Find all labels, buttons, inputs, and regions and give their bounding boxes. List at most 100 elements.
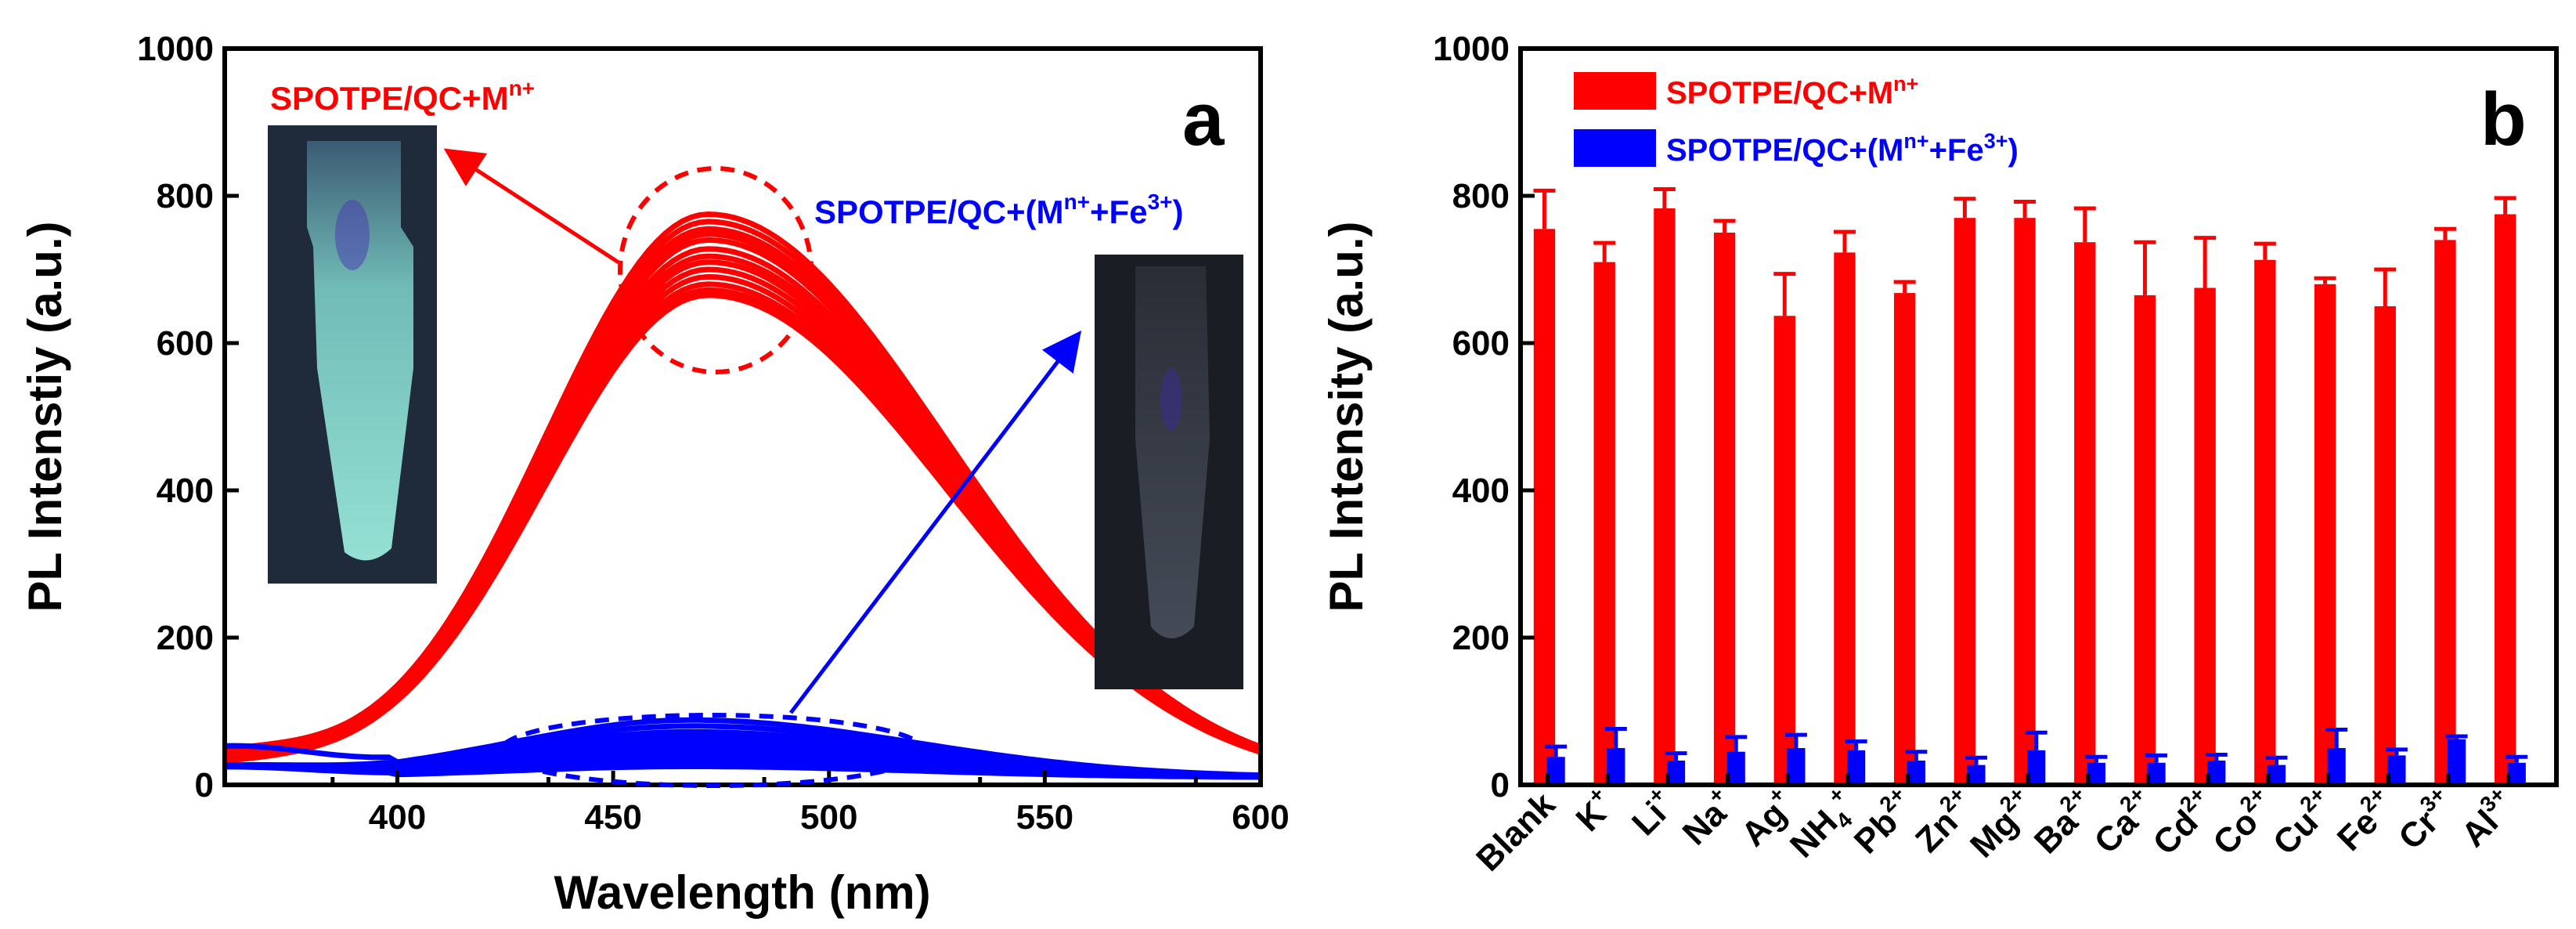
red-emission-curve (224, 292, 1262, 765)
svg-text:Co2+: Co2+ (2203, 782, 2283, 862)
bar-blue (1847, 750, 1866, 785)
bar-blue (2327, 748, 2346, 785)
bar-red (1893, 293, 1916, 786)
svg-text:Al3+: Al3+ (2451, 782, 2524, 855)
bar-blue (2027, 750, 2046, 785)
panel-a-ytick-label: 800 (157, 177, 214, 215)
bar-red (1834, 252, 1856, 785)
bar-red (1593, 262, 1615, 786)
legend-red-swatch (1574, 72, 1656, 110)
bar-blue (1726, 751, 1745, 785)
svg-text:Blank: Blank (1469, 785, 1563, 879)
bar-blue (1787, 748, 1806, 785)
svg-text:Na+: Na+ (1672, 782, 1742, 852)
panel-b-xtick-label: Fe2+ (2327, 782, 2404, 859)
panel-a-xtick-label: 550 (1016, 798, 1073, 837)
panel-b-xtick-label: Cr3+ (2388, 782, 2463, 857)
panel-b-xtick-label: K+ (1565, 782, 1622, 839)
blue-peak-highlight (499, 713, 926, 788)
svg-text:Mg2+: Mg2+ (1960, 782, 2043, 865)
panel-a-ylabel: PL Intenstiy (a.u.) (19, 222, 71, 613)
panel-b-xtick-label: Na+ (1672, 782, 1742, 852)
panel-b-ytick-label: 800 (1452, 177, 1510, 215)
svg-text:Zn2+: Zn2+ (1905, 782, 1983, 859)
panel-b-xtick-label: Mg2+ (1960, 782, 2043, 865)
svg-text:Li+: Li+ (1622, 782, 1683, 843)
panel-b-xtick-label: NH4+ (1783, 782, 1857, 865)
bright-vial-photo (268, 125, 437, 584)
svg-text:Pb2+: Pb2+ (1844, 782, 1923, 861)
red-peak-highlight (618, 166, 814, 374)
quenched-vial-photo (1095, 255, 1243, 689)
panel-b-frame (1518, 46, 2559, 787)
panel-a-xtick-label: 500 (800, 798, 857, 837)
bar-red (1713, 233, 1736, 785)
bar-blue (2267, 765, 2286, 785)
red-annotation: SPOTPE/QC+Mn+ (270, 76, 535, 117)
bar-red (2134, 295, 2156, 785)
panel-a-curves (224, 211, 1262, 780)
bar-red (1773, 316, 1795, 786)
panel-a-ytick-label: 600 (157, 324, 214, 363)
panel-b-xtick-label: Al3+ (2451, 782, 2524, 855)
svg-text:Cu2+: Cu2+ (2263, 782, 2343, 862)
bar-red (2194, 287, 2216, 785)
svg-text:Ba2+: Ba2+ (2024, 782, 2103, 861)
bar-blue (1666, 760, 1686, 785)
bar-blue (1607, 748, 1625, 785)
svg-text:Cr3+: Cr3+ (2388, 782, 2463, 857)
bar-blue (1967, 765, 1986, 785)
panel-a-xtick-label: 600 (1232, 798, 1289, 837)
bar-red (2314, 284, 2336, 785)
panel-a-line-chart: 0 200 400 600 800 1000 400 450 500 550 600 SPOTPE/… (19, 30, 1290, 919)
svg-text:Cd2+: Cd2+ (2142, 782, 2223, 862)
blue-annotation: SPOTPE/QC+(Mn++Fe3+) (814, 190, 1184, 230)
panel-b-xtick-label: Cd2+ (2142, 782, 2223, 862)
bar-blue (2207, 760, 2226, 785)
panel-b-xtick-label: Zn2+ (1905, 782, 1983, 859)
bar-blue (2147, 762, 2166, 785)
bar-red (2494, 214, 2516, 785)
panel-a-ytick-label: 1000 (137, 30, 214, 68)
panel-b-legend: SPOTPE/QC+Mn+ SPOTPE/QC+(Mn++Fe3+) (1574, 72, 2019, 168)
red-arrow (443, 148, 620, 265)
panel-b-xtick-label: Pb2+ (1844, 782, 1923, 861)
bar-blue (1546, 757, 1565, 785)
panel-a-xtick-label: 450 (584, 798, 641, 837)
svg-text:Fe2+: Fe2+ (2327, 782, 2404, 859)
panel-b-ylabel: PL Intensity (a.u.) (1320, 222, 1373, 613)
panel-b-ytick-label: 600 (1452, 324, 1510, 363)
panel-b-xtick-label: Blank (1469, 785, 1563, 879)
panel-b-xtick-label: Li+ (1622, 782, 1683, 843)
panel-a-xtick-label: 400 (369, 798, 426, 837)
panel-a-ytick-label: 400 (157, 472, 214, 510)
legend-blue-swatch (1574, 129, 1656, 167)
panel-b-ytick-label: 1000 (1433, 30, 1510, 68)
bar-blue (2507, 762, 2526, 785)
panel-b-xtick-label: Co2+ (2203, 782, 2283, 862)
bar-blue (2387, 755, 2406, 785)
panel-a-xlabel: Wavelength (nm) (554, 866, 930, 919)
legend-red-label: SPOTPE/QC+Mn+ (1666, 72, 1918, 110)
blue-arrow (789, 331, 1082, 714)
bar-red (2074, 242, 2096, 786)
bar-red (2014, 218, 2036, 785)
bar-red (1533, 229, 1556, 785)
panel-b-bars (1533, 187, 2528, 786)
bar-red (1954, 218, 1976, 785)
panel-a-label: a (1182, 78, 1225, 161)
panel-a-ytick-label: 200 (157, 619, 214, 657)
bar-red (1654, 208, 1676, 786)
legend-blue-label: SPOTPE/QC+(Mn++Fe3+) (1666, 129, 2019, 168)
panel-b-ytick-label: 200 (1452, 619, 1510, 657)
panel-b-ytick-label: 400 (1452, 472, 1510, 510)
bar-blue (2087, 762, 2106, 785)
bar-blue (2447, 739, 2466, 785)
bar-red (2254, 259, 2276, 785)
svg-text:K+: K+ (1565, 782, 1622, 839)
panel-b-xtick-label: Ca2+ (2087, 782, 2150, 861)
bar-blue (1907, 760, 1925, 785)
panel-b-label: b (2480, 78, 2527, 161)
